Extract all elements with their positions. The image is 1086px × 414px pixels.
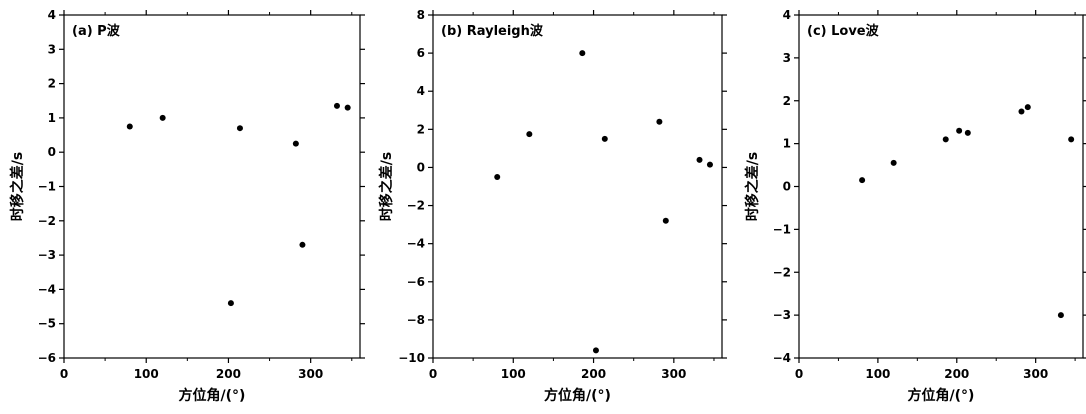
y-tick-label: 2 xyxy=(48,77,56,91)
data-point xyxy=(964,129,971,136)
data-point xyxy=(662,217,669,224)
data-point xyxy=(601,135,608,142)
y-tick-label: −2 xyxy=(38,214,56,228)
data-point xyxy=(159,114,166,121)
y-tick-label: −4 xyxy=(38,282,56,296)
data-point xyxy=(859,177,866,184)
y-tick-label: −1 xyxy=(38,180,56,194)
y-tick-label: −8 xyxy=(407,313,425,327)
y-tick-label: −6 xyxy=(38,351,56,365)
data-point xyxy=(696,156,703,163)
x-tick-label: 200 xyxy=(216,367,241,381)
y-tick-label: −5 xyxy=(38,317,56,331)
data-point xyxy=(592,347,599,354)
x-tick-label: 200 xyxy=(581,367,606,381)
data-point xyxy=(227,300,234,307)
x-axis-label: 方位角/(°) xyxy=(544,387,611,404)
data-point xyxy=(1018,108,1025,115)
data-point xyxy=(956,127,963,134)
chart-panel-2: 0 100 200 300 −10 −8 −6 −4 −2 0 2 4 6 8 (b) Rayleigh波方… xyxy=(378,8,727,404)
y-tick-label: 4 xyxy=(783,8,791,22)
y-tick-label: 2 xyxy=(783,94,791,108)
data-point xyxy=(656,118,663,125)
data-point xyxy=(126,123,133,130)
y-tick-label: −3 xyxy=(773,308,791,322)
data-point xyxy=(333,102,340,109)
x-tick-label: 300 xyxy=(298,367,323,381)
y-tick-label: −10 xyxy=(398,351,425,365)
y-tick-label: 0 xyxy=(783,180,791,194)
data-point xyxy=(579,50,586,57)
y-tick-label: 2 xyxy=(417,122,425,136)
y-axis-label: 时移之差/s xyxy=(744,152,761,221)
x-tick-label: 300 xyxy=(1023,367,1048,381)
x-axis-label: 方位角/(°) xyxy=(179,387,246,404)
data-point xyxy=(1057,312,1064,319)
data-point xyxy=(299,241,306,248)
x-tick-label: 200 xyxy=(944,367,969,381)
y-tick-label: 3 xyxy=(783,51,791,65)
y-tick-label: 4 xyxy=(48,8,56,22)
x-tick-label: 0 xyxy=(429,367,437,381)
data-point xyxy=(706,161,713,168)
x-tick-label: 100 xyxy=(865,367,890,381)
data-point xyxy=(292,140,299,147)
y-tick-label: −4 xyxy=(407,237,425,251)
y-axis-label: 时移之差/s xyxy=(378,152,395,221)
x-axis-label: 方位角/(°) xyxy=(908,387,975,404)
plot-frame xyxy=(432,14,723,359)
x-tick-label: 0 xyxy=(60,367,68,381)
panel-title: (b) Rayleigh波 xyxy=(441,23,544,39)
data-point xyxy=(344,104,351,111)
data-point xyxy=(236,125,243,132)
x-tick-label: 0 xyxy=(795,367,803,381)
data-point xyxy=(526,131,533,138)
y-tick-label: −2 xyxy=(407,199,425,213)
y-tick-label: 3 xyxy=(48,42,56,56)
y-tick-label: 0 xyxy=(48,145,56,159)
y-tick-label: 6 xyxy=(417,46,425,60)
y-tick-label: 4 xyxy=(417,84,425,98)
plot-frame xyxy=(798,14,1084,359)
x-tick-label: 300 xyxy=(661,367,686,381)
data-point xyxy=(890,159,897,166)
y-tick-label: −1 xyxy=(773,222,791,236)
y-tick-label: 0 xyxy=(417,160,425,174)
data-point xyxy=(942,136,949,143)
y-tick-label: −6 xyxy=(407,275,425,289)
data-point xyxy=(1024,104,1031,111)
y-tick-label: 8 xyxy=(417,8,425,22)
y-axis-label: 时移之差/s xyxy=(9,152,26,221)
y-tick-label: −2 xyxy=(773,265,791,279)
y-tick-label: −4 xyxy=(773,351,791,365)
y-tick-label: −3 xyxy=(38,248,56,262)
y-tick-label: 1 xyxy=(783,137,791,151)
y-tick-label: 1 xyxy=(48,111,56,125)
x-tick-label: 100 xyxy=(134,367,159,381)
panel-title: (c) Love波 xyxy=(807,23,880,39)
plot-frame xyxy=(63,14,361,359)
data-point xyxy=(1068,136,1075,143)
chart-panel-1: 0 100 200 300 −6 −5 −4 −3 −2 −1 0 1 2 3 4 (a) P波方位角/(°)… xyxy=(9,8,365,404)
x-tick-label: 100 xyxy=(501,367,526,381)
data-point xyxy=(494,173,501,180)
panel-title: (a) P波 xyxy=(72,23,121,39)
